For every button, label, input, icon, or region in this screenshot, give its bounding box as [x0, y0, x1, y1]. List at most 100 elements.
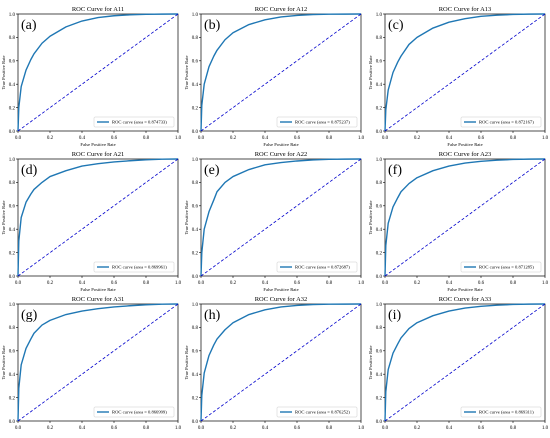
y-tick-label: 1.0	[9, 158, 16, 163]
y-tick-label: 0.4	[376, 373, 383, 378]
x-tick-label: 0.0	[382, 136, 389, 141]
roc-curve-line	[200, 158, 362, 277]
x-tick-label: 0.6	[111, 136, 118, 141]
chart-title: ROC Curve for A21	[72, 151, 125, 158]
chart-title: ROC Curve for A33	[439, 296, 492, 303]
x-tick-label: 0.8	[510, 426, 517, 431]
x-tick-label: 1.0	[542, 281, 549, 286]
legend-label: ROC curve (area = 0.874733)	[112, 120, 167, 125]
y-tick-label: 0.8	[9, 326, 16, 331]
legend-box	[460, 406, 542, 418]
x-tick-label: 0.2	[414, 281, 421, 286]
legend-box	[276, 406, 358, 418]
chart-title: ROC Curve for A32	[255, 296, 308, 303]
roc-panel: ROC Curve for A12 0.0 0.2 0.4 0.6 0.8 1.0 0.0 0.…	[184, 6, 365, 147]
y-tick-label: 0.6	[9, 60, 16, 65]
x-tick-label: 1.0	[358, 281, 365, 286]
x-tick-label: 0.4	[262, 136, 269, 141]
y-tick-label: 0.2	[9, 396, 16, 401]
x-tick-label: 0.2	[230, 281, 237, 286]
y-tick-label: 0.2	[9, 106, 16, 111]
y-tick-label: 0.0	[376, 275, 383, 280]
plot-frame	[200, 13, 362, 132]
y-tick-label: 1.0	[9, 303, 16, 308]
roc-curve-line	[17, 158, 179, 277]
legend-label: ROC curve (area = 0.872687)	[295, 265, 350, 270]
y-tick-label: 0.8	[192, 36, 199, 41]
roc-panel: ROC Curve for A22 0.0 0.2 0.4 0.6 0.8 1.0 0.0 0.…	[184, 151, 365, 292]
panel-label: (d)	[21, 163, 38, 178]
chance-diagonal-line	[200, 13, 362, 132]
y-tick-label: 1.0	[376, 303, 383, 308]
x-tick-label: 0.8	[326, 136, 333, 141]
plot-frame	[17, 303, 179, 422]
x-tick-label: 0.8	[326, 426, 333, 431]
y-tick-label: 0.6	[376, 350, 383, 355]
chance-diagonal-line	[384, 13, 546, 132]
x-axis-label: False Positive Rate	[263, 287, 298, 292]
x-tick-label: 0.6	[111, 281, 118, 286]
roc-curve-line	[17, 303, 179, 422]
y-tick-label: 1.0	[376, 158, 383, 163]
y-tick-label: 0.4	[192, 373, 199, 378]
roc-curve-line	[200, 13, 362, 132]
x-tick-label: 0.4	[446, 426, 453, 431]
y-tick-label: 1.0	[192, 303, 199, 308]
y-tick-label: 0.4	[192, 83, 199, 88]
panel-label: (a)	[21, 18, 37, 33]
roc-curve-line	[17, 13, 179, 132]
x-tick-label: 0.8	[143, 281, 150, 286]
panel-label: (i)	[388, 308, 402, 323]
chart-title: ROC Curve for A13	[439, 6, 492, 13]
y-axis-label: True Positive Rate	[1, 345, 6, 379]
y-tick-label: 1.0	[376, 13, 383, 18]
x-tick-label: 0.2	[47, 136, 54, 141]
x-axis-label: False Positive Rate	[263, 142, 298, 147]
y-axis-label: True Positive Rate	[184, 345, 189, 379]
y-tick-label: 0.8	[9, 181, 16, 186]
x-tick-label: 0.4	[446, 136, 453, 141]
y-tick-label: 0.6	[376, 60, 383, 65]
legend-box	[93, 116, 175, 128]
chart-title: ROC Curve for A23	[439, 151, 492, 158]
roc-curve-line	[384, 13, 546, 132]
x-tick-label: 0.6	[478, 426, 485, 431]
x-tick-label: 0.6	[478, 281, 485, 286]
y-tick-label: 0.2	[192, 251, 199, 256]
chance-diagonal-line	[17, 13, 179, 132]
x-tick-label: 0.4	[79, 281, 86, 286]
x-axis-label: False Positive Rate	[447, 287, 482, 292]
plot-frame	[17, 158, 179, 277]
x-tick-label: 0.8	[143, 426, 150, 431]
plot-frame	[200, 158, 362, 277]
legend-box	[276, 116, 358, 128]
chart-title: ROC Curve for A11	[72, 6, 124, 13]
legend-box	[93, 261, 175, 273]
legend-label: ROC curve (area = 0.871285)	[479, 265, 534, 270]
chance-diagonal-line	[384, 158, 546, 277]
y-tick-label: 0.0	[9, 420, 16, 425]
y-tick-label: 0.6	[9, 205, 16, 210]
roc-panel: ROC Curve for A23 0.0 0.2 0.4 0.6 0.8 1.0 0.0 0.…	[368, 151, 549, 292]
y-tick-label: 0.6	[192, 60, 199, 65]
roc-panel: ROC Curve for A21 0.0 0.2 0.4 0.6 0.8 1.0 0.0 0.…	[1, 151, 182, 292]
y-axis-label: True Positive Rate	[184, 55, 189, 89]
plot-frame	[384, 303, 546, 422]
x-tick-label: 0.0	[198, 136, 205, 141]
y-tick-label: 0.0	[9, 275, 16, 280]
x-tick-label: 0.2	[47, 426, 54, 431]
chance-diagonal-line	[384, 303, 546, 422]
y-tick-label: 0.8	[376, 181, 383, 186]
y-tick-label: 0.0	[192, 275, 199, 280]
chart-title: ROC Curve for A12	[255, 6, 308, 13]
y-tick-label: 0.2	[376, 251, 383, 256]
x-tick-label: 1.0	[542, 136, 549, 141]
legend-label: ROC curve (area = 0.875237)	[295, 120, 350, 125]
y-tick-label: 1.0	[192, 13, 199, 18]
roc-curve-line	[200, 303, 362, 422]
y-axis-label: True Positive Rate	[368, 345, 373, 379]
y-tick-label: 0.4	[9, 228, 16, 233]
legend-label: ROC curve (area = 0.869311)	[479, 410, 534, 415]
roc-panel: ROC Curve for A11 0.0 0.2 0.4 0.6 0.8 1.0 0.0 0.…	[1, 6, 182, 147]
